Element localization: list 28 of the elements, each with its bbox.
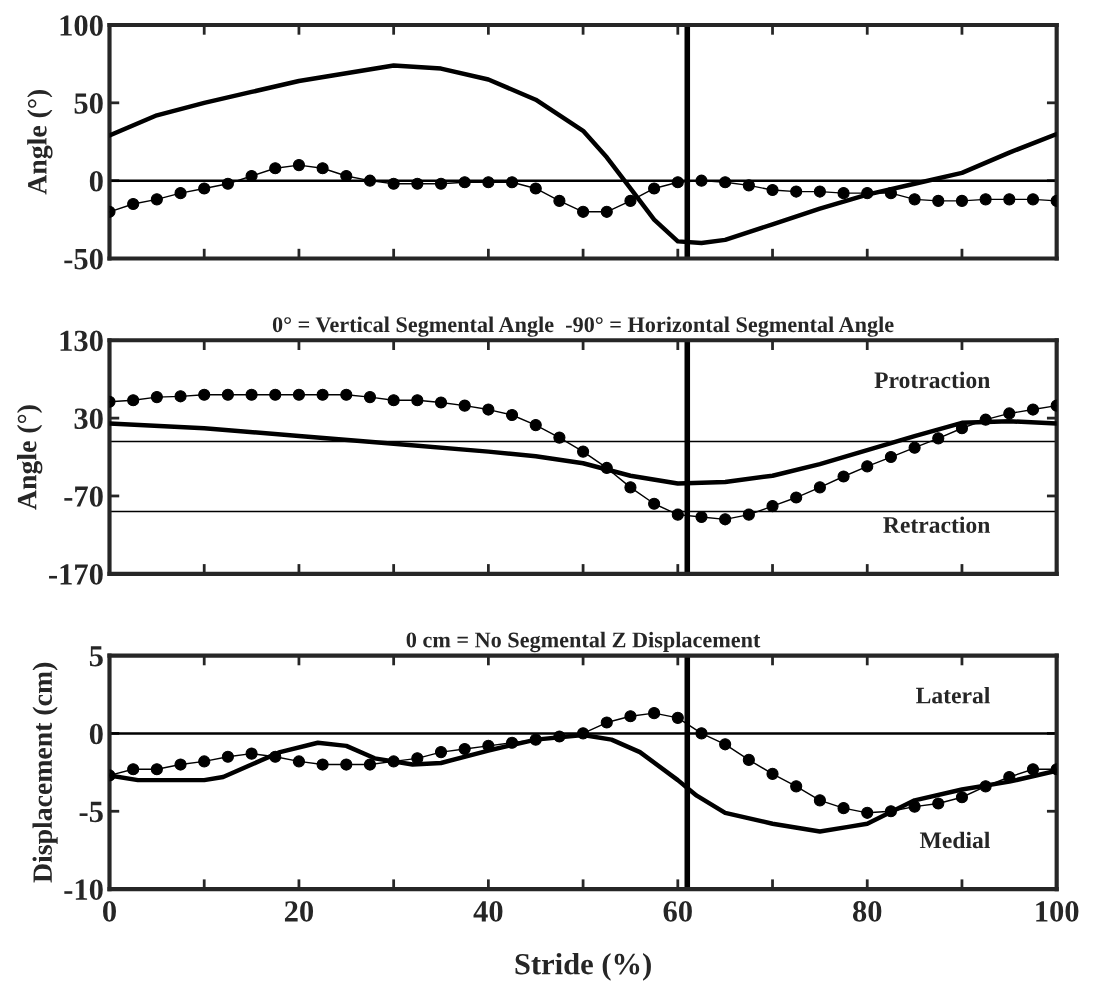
y-tick-label: 0 <box>89 723 103 745</box>
y-tick-label: 100 <box>60 15 103 36</box>
x-tick-label: 60 <box>663 901 692 922</box>
annotation: Protraction <box>874 371 991 389</box>
y-axis-title: Angle (°) <box>27 89 53 195</box>
y-tick-label: 50 <box>74 93 103 114</box>
x-axis-title: Stride (%) <box>515 952 651 981</box>
y-tick-label: 5 <box>89 646 103 667</box>
x-tick-label: 0 <box>103 901 116 922</box>
y-tick-label: 130 <box>60 330 103 352</box>
y-axis-title: Angle (°) <box>16 405 43 510</box>
y-tick-label: -70 <box>64 486 103 507</box>
y-tick-label: -170 <box>49 564 103 585</box>
annotation: Lateral <box>916 686 990 704</box>
x-tick-label: 20 <box>284 901 314 922</box>
y-axis-title: Displacement (cm) <box>32 662 58 883</box>
annotation: Medial <box>919 831 990 849</box>
x-tick-label: 80 <box>852 901 882 922</box>
chart-title: 0 cm = No Segmental Z Displacement <box>406 631 761 653</box>
x-tick-label: 40 <box>473 901 503 922</box>
y-tick-label: -5 <box>79 801 103 823</box>
y-tick-label: -10 <box>64 879 103 901</box>
x-tick-label: 100 <box>1036 901 1079 922</box>
annotation: Retraction <box>883 516 991 534</box>
y-tick-label: 30 <box>74 408 103 430</box>
y-tick-label: -50 <box>64 248 103 270</box>
chart-title: 0° = Vertical Segmental Angle -90° = Horizontal Segmental Angle <box>272 316 894 337</box>
y-tick-label: 0 <box>89 170 103 192</box>
